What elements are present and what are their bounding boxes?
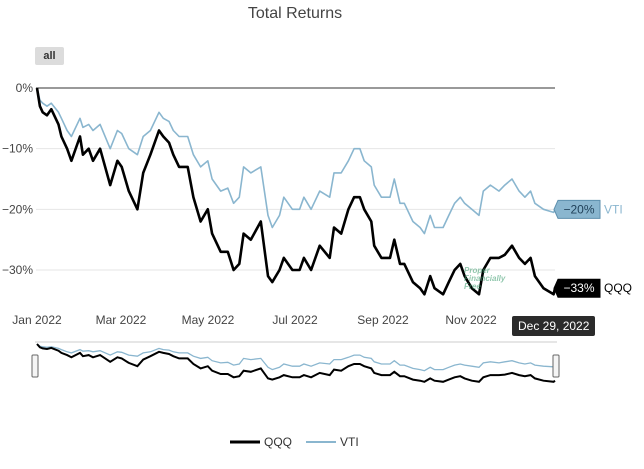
y-tick-label: −10%: [2, 142, 33, 156]
end-labels: −33% QQQ −20% VTI: [553, 199, 632, 298]
watermark-line2: Financially: [464, 274, 506, 283]
series-layer: [35, 87, 557, 296]
series-line-vti: [36, 87, 556, 235]
hover-date-annotation: Dec 29, 2022: [512, 316, 596, 336]
x-tick-label: Nov 2022: [445, 313, 497, 327]
end-label-value-qqq: −33%: [563, 281, 594, 295]
y-tick-label: −30%: [2, 263, 33, 277]
navigator-handle-right[interactable]: [552, 354, 560, 378]
end-label-value-vti: −20%: [563, 202, 594, 216]
x-tick-label: Mar 2022: [96, 313, 147, 327]
legend: QQQ VTI: [230, 435, 359, 449]
range-all-button[interactable]: all: [35, 47, 64, 65]
grid-layer: [36, 87, 555, 271]
legend-label-qqq[interactable]: QQQ: [264, 435, 292, 449]
end-label-box-qqq: [553, 278, 601, 298]
watermark-line1: Proper: [464, 266, 490, 275]
end-label-name-qqq: QQQ: [604, 281, 632, 295]
end-label-box-vti: [553, 199, 601, 219]
y-tick-label: −20%: [2, 202, 33, 216]
y-tick-label: 0%: [16, 81, 34, 95]
x-tick-label: May 2022: [182, 313, 235, 327]
navigator-line-vti: [36, 343, 556, 372]
x-tick-label: Jul 2022: [272, 313, 318, 327]
x-tick-label: Jan 2022: [12, 313, 62, 327]
chart-title: Total Returns: [247, 5, 343, 22]
watermark-line3: Free: [464, 282, 481, 291]
navigator-line-qqq: [36, 343, 556, 383]
x-axis-ticks: Jan 2022 Mar 2022 May 2022 Jul 2022 Sep 2022…: [12, 313, 497, 327]
watermark-logo: Proper Financially Free: [464, 267, 505, 291]
navigator[interactable]: [31, 341, 560, 383]
end-label-name-vti: VTI: [604, 202, 623, 216]
y-axis-ticks: 0% −10% −20% −30%: [2, 81, 33, 277]
x-tick-label: Sep 2022: [357, 313, 409, 327]
legend-label-vti[interactable]: VTI: [340, 435, 359, 449]
navigator-handle-left[interactable]: [31, 354, 39, 378]
series-line-qqq: [35, 87, 557, 296]
